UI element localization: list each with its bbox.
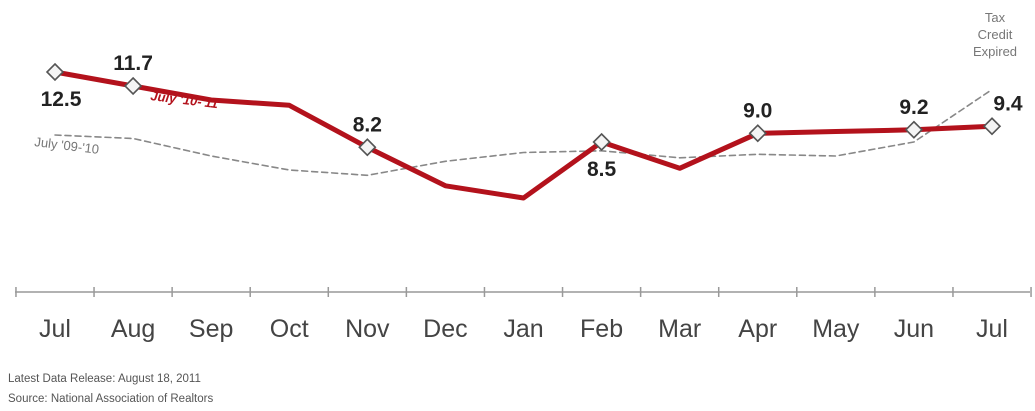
x-tick-label: Dec — [423, 315, 467, 343]
data-point — [123, 76, 143, 96]
x-tick-label: Jun — [894, 315, 934, 343]
data-label: 9.0 — [743, 99, 772, 122]
line-chart: Jul Aug Sep Oct Nov Dec Jan Feb Mar Apr May Jun Jul … — [15, 10, 1032, 343]
x-tick-label: Feb — [580, 315, 623, 343]
data-point — [748, 124, 767, 143]
tax-credit-annotation: Tax Credit Expired — [973, 10, 1017, 59]
data-label: 11.7 — [113, 52, 153, 75]
series-line-2010-2011 — [52, 69, 995, 201]
data-labels: 12.5 11.7 8.2 8.5 9.0 9.2 9.4 — [41, 52, 1023, 181]
data-point — [904, 120, 924, 139]
data-label: 12.5 — [41, 88, 82, 111]
data-release-note: Latest Data Release: August 18, 2011 — [8, 373, 201, 385]
data-point — [982, 117, 1002, 136]
x-tick-label: Jul — [39, 315, 71, 343]
data-point — [45, 62, 65, 82]
x-tick-label: Aug — [111, 315, 155, 343]
x-tick-label: Jan — [503, 315, 543, 343]
source-note: Source: National Association of Realtors — [8, 393, 214, 405]
data-label: 8.5 — [587, 158, 617, 181]
series-label-main: July '10-'11 — [150, 88, 219, 111]
x-tick-label: Oct — [270, 315, 309, 343]
x-tick-label: Sep — [189, 315, 233, 343]
data-label: 9.4 — [993, 92, 1023, 115]
data-markers — [45, 62, 1002, 157]
x-tick-label: May — [812, 315, 860, 343]
x-tick-label: Nov — [345, 315, 390, 343]
series-label-prior: July '09-'10 — [34, 134, 100, 157]
data-point — [592, 132, 611, 152]
series-line-2009-2010 — [54, 88, 993, 177]
x-tick-label: Apr — [738, 315, 777, 343]
data-point — [358, 138, 377, 157]
x-axis: Jul Aug Sep Oct Nov Dec Jan Feb Mar Apr May Jun Jul — [15, 287, 1032, 343]
series-lines — [52, 69, 995, 201]
data-label: 9.2 — [899, 96, 928, 119]
data-label: 8.2 — [353, 113, 382, 136]
x-tick-label: Mar — [658, 315, 701, 343]
x-tick-label: Jul — [976, 315, 1008, 343]
